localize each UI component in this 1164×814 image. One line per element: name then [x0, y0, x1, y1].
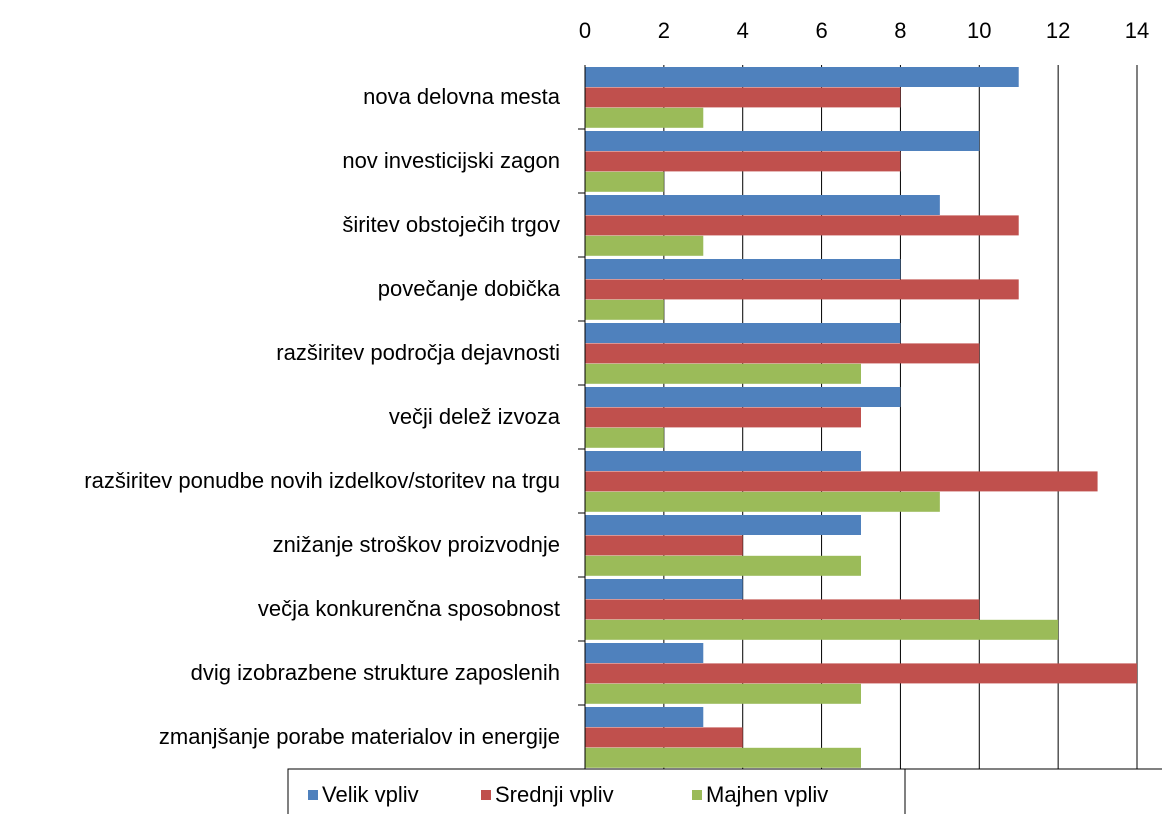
bar [585, 683, 861, 704]
category-label: povečanje dobička [377, 276, 560, 301]
bar [585, 343, 980, 364]
bar [585, 619, 1059, 640]
bar [585, 471, 1098, 492]
legend-swatch [481, 790, 491, 800]
bar [585, 643, 704, 663]
category-label: nova delovna mesta [363, 84, 560, 109]
bar [585, 491, 940, 512]
x-tick-label: 10 [967, 18, 991, 43]
x-tick-label: 0 [579, 18, 591, 43]
bar [585, 151, 901, 172]
category-label: dvig izobrazbene strukture zaposlenih [190, 660, 560, 685]
bar [585, 387, 901, 407]
x-tick-label: 8 [894, 18, 906, 43]
bar [585, 107, 704, 128]
bar [585, 727, 743, 748]
category-label: zmanjšanje porabe materialov in energije [158, 724, 560, 749]
bar [585, 171, 664, 192]
bar [585, 599, 980, 620]
bar [585, 235, 704, 256]
bar [585, 131, 980, 151]
bar [585, 555, 861, 576]
legend-swatch [692, 790, 702, 800]
bar [585, 363, 861, 384]
bar [585, 215, 1019, 236]
x-tick-label: 4 [737, 18, 749, 43]
legend-label: Srednji vpliv [495, 782, 614, 807]
category-label: večja konkurenčna sposobnost [257, 596, 560, 621]
category-label: razširitev ponudbe novih izdelkov/storit… [84, 468, 560, 493]
bar [585, 515, 861, 535]
category-label: večji delež izvoza [388, 404, 560, 429]
bar [585, 195, 940, 215]
bar [585, 663, 1137, 684]
bar [585, 407, 861, 428]
legend-label: Majhen vpliv [706, 782, 828, 807]
category-label: širitev obstoječih trgov [342, 212, 560, 237]
legend-swatch [308, 790, 318, 800]
bar [585, 67, 1019, 87]
x-tick-label: 14 [1125, 18, 1149, 43]
bar [585, 451, 861, 471]
x-tick-label: 12 [1046, 18, 1070, 43]
bar [585, 259, 901, 279]
category-label: nov investicijski zagon [342, 148, 560, 173]
bar [585, 579, 743, 599]
x-tick-label: 2 [658, 18, 670, 43]
bar [585, 279, 1019, 300]
legend-label: Velik vpliv [322, 782, 419, 807]
legend-box [287, 768, 906, 814]
bar [585, 87, 901, 108]
bar [585, 535, 743, 556]
category-label: razširitev področja dejavnosti [276, 340, 560, 365]
bar [585, 707, 704, 727]
category-label: znižanje stroškov proizvodnje [272, 532, 560, 557]
bar [585, 299, 664, 320]
x-tick-label: 6 [815, 18, 827, 43]
bar [585, 323, 901, 343]
bar [585, 427, 664, 448]
bar [585, 747, 861, 768]
